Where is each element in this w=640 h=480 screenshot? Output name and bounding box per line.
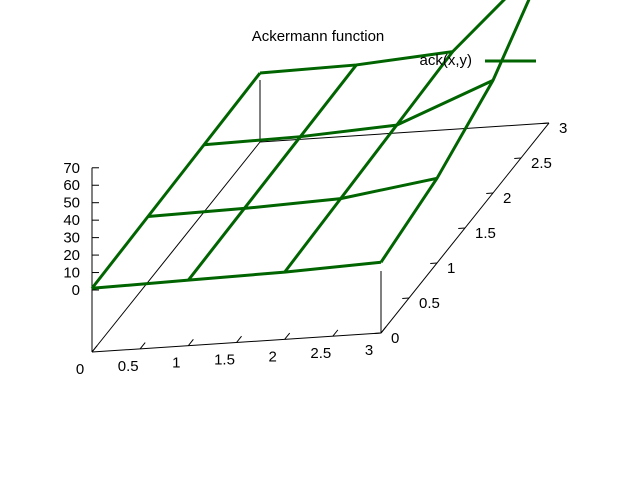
y-tick-label: 1.5 [475, 225, 496, 242]
surface-line-x-0 [90, 72, 262, 290]
legend: ack(x,y) [420, 52, 536, 69]
x-tick-label: 1.5 [214, 352, 235, 369]
surface-line-y-1 [147, 176, 438, 219]
x-tick-mark [284, 332, 291, 340]
surface-line-y-0 [91, 260, 382, 290]
z-tick-label: 10 [63, 265, 80, 282]
z-tick-label: 70 [63, 160, 80, 177]
z-tick-label: 0 [72, 282, 80, 299]
x-tick-mark [91, 345, 98, 353]
x-tick-label: 0.5 [118, 358, 139, 375]
z-tick-label: 20 [63, 247, 80, 264]
surface-line-x-2 [283, 50, 454, 274]
x-tick-mark [187, 339, 194, 346]
floor-edge-left [91, 141, 261, 353]
z-tick-label: 30 [63, 230, 80, 247]
x-tick-label: 3 [365, 342, 373, 359]
x-tick-label: 2.5 [310, 345, 331, 362]
x-tick-label: 2 [268, 348, 276, 365]
y-tick-label: 2 [503, 190, 511, 207]
y-tick-label: 0 [391, 330, 399, 347]
x-tick-mark [380, 326, 387, 334]
chart-title: Ackermann function [252, 28, 385, 45]
z-tick-label: 50 [63, 195, 80, 212]
surface-wireframe [90, 0, 531, 290]
y-tick-label: 1 [447, 260, 455, 277]
x-tick-mark [139, 342, 146, 350]
y-tick-label: 0.5 [419, 295, 440, 312]
surface-line-y-2 [203, 79, 494, 147]
y-tick-label: 2.5 [531, 155, 552, 172]
x-tick-label: 0 [76, 361, 84, 378]
x-tick-mark [236, 335, 242, 343]
surface-line-x-1 [187, 64, 358, 282]
legend-label: ack(x,y) [420, 52, 473, 69]
surface-line-x-3 [379, 0, 531, 264]
x-tick-label: 1 [172, 355, 180, 372]
z-tick-label: 40 [63, 212, 80, 229]
x-tick-mark [332, 329, 339, 337]
floor-edge-back [259, 122, 550, 143]
surface-line-y-3 [259, 0, 506, 75]
y-tick-label: 3 [559, 120, 567, 137]
z-tick-label: 60 [63, 177, 80, 194]
